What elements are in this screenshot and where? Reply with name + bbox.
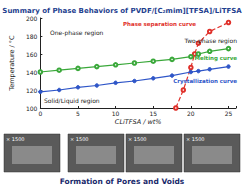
svg-text:100: 100 (26, 105, 38, 112)
svg-text:180: 180 (26, 33, 38, 40)
svg-text:15: 15 (149, 110, 157, 117)
svg-text:5: 5 (76, 110, 80, 117)
svg-text:Melting curve: Melting curve (194, 55, 237, 62)
svg-text:Two-phase region: Two-phase region (183, 37, 237, 45)
svg-text:Summary of Phase Behaviors of: Summary of Phase Behaviors of PVDF/[C₂mi… (2, 7, 242, 15)
svg-text:× 1500: × 1500 (186, 136, 205, 142)
svg-text:0: 0 (38, 110, 42, 117)
svg-text:× 1500: × 1500 (6, 136, 25, 142)
svg-text:120: 120 (26, 87, 38, 94)
svg-text:25: 25 (225, 110, 233, 117)
svg-text:× 1500: × 1500 (128, 136, 147, 142)
svg-text:20: 20 (187, 110, 195, 117)
svg-text:Temperature / °C: Temperature / °C (8, 35, 16, 92)
svg-text:10: 10 (112, 110, 120, 117)
svg-text:Formation of Pores and Voids: Formation of Pores and Voids (60, 177, 185, 186)
svg-text:200: 200 (26, 15, 38, 22)
svg-text:Solid/Liquid region: Solid/Liquid region (44, 97, 100, 105)
svg-text:Phase separation curve: Phase separation curve (123, 21, 196, 28)
svg-text:× 1500: × 1500 (70, 136, 89, 142)
svg-text:CLiTFSA / wt%: CLiTFSA / wt% (115, 118, 162, 126)
svg-text:140: 140 (26, 69, 38, 76)
svg-text:Crystallization curve: Crystallization curve (173, 78, 237, 85)
svg-text:One-phase region: One-phase region (50, 29, 104, 37)
svg-text:160: 160 (26, 51, 38, 58)
